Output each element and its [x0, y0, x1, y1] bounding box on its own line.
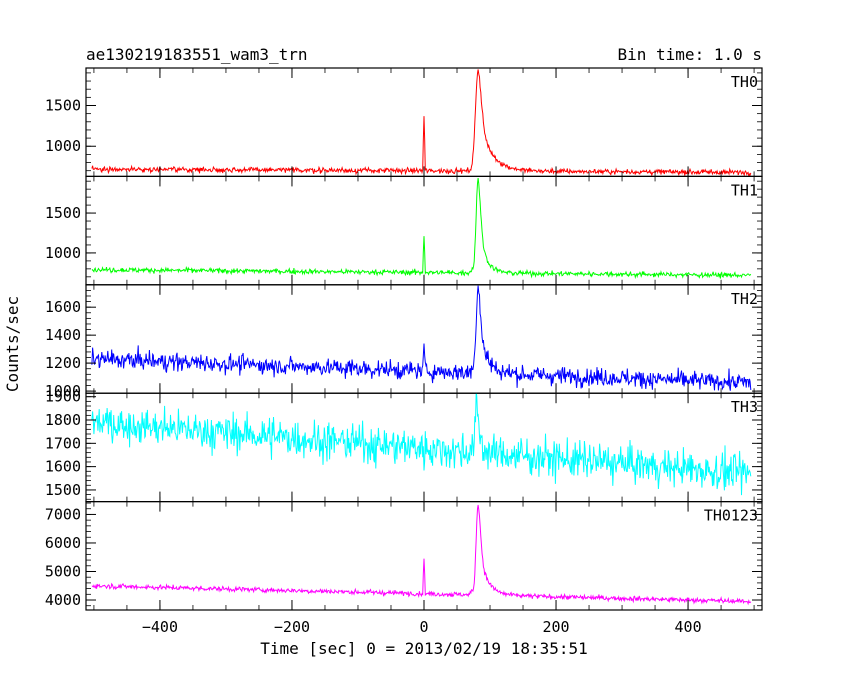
- y-tick-label: 1600: [45, 298, 81, 316]
- y-tick-label: 1400: [45, 326, 81, 344]
- y-tick-label: 1800: [45, 411, 81, 429]
- panel-th0123: 4000 5000 6000 7000 TH0123 −400 −200 0 200 400: [45, 501, 763, 636]
- y-tick-label: 1000: [45, 137, 81, 155]
- y-tick-label: 1900: [45, 388, 81, 406]
- x-tick-label: 200: [542, 618, 569, 636]
- panel-frame: [85, 392, 763, 503]
- panel-th1: 1000 1500 TH1: [45, 175, 763, 286]
- y-tick-label: 1000: [45, 244, 81, 262]
- y-axis-title: Counts/sec: [3, 296, 22, 392]
- chart-title: ae130219183551_wam3_trn: [86, 45, 308, 64]
- y-tick-label: 1700: [45, 434, 81, 452]
- x-tick-label: 0: [419, 618, 428, 636]
- series-line-th3: [91, 393, 752, 496]
- series-line-th1: [91, 177, 752, 280]
- y-tick-label: 1500: [45, 96, 81, 114]
- y-tick-label: 6000: [45, 534, 81, 552]
- x-tick-label: −200: [274, 618, 310, 636]
- y-tick-label: 5000: [45, 562, 81, 580]
- y-tick-label: 1500: [45, 204, 81, 222]
- y-tick-label: 1000: [45, 382, 81, 400]
- series-line-th0: [91, 69, 752, 177]
- panel-label: TH0123: [704, 507, 758, 525]
- x-tick-label: 400: [675, 618, 702, 636]
- panel-label: TH1: [731, 181, 758, 199]
- x-tick-label: −400: [142, 618, 178, 636]
- panels-group: 1000 1500 TH0 1000 1500 TH1 1000 1200 1400 1600 TH…: [45, 67, 763, 636]
- series-line-th0123: [91, 504, 752, 606]
- panel-frame: [85, 501, 763, 611]
- y-tick-label: 7000: [45, 505, 81, 523]
- panel-frame: [85, 175, 763, 286]
- panel-label: TH0: [731, 73, 758, 91]
- x-axis-title: Time [sec] 0 = 2013/02/19 18:35:51: [260, 639, 588, 658]
- panel-th0: 1000 1500 TH0: [45, 67, 763, 178]
- panel-label: TH2: [731, 290, 758, 308]
- y-tick-label: 1200: [45, 354, 81, 372]
- panel-th3: 1500 1600 1700 1800 1900 TH3: [45, 388, 763, 503]
- bin-time-label: Bin time: 1.0 s: [618, 45, 763, 64]
- panel-label: TH3: [731, 398, 758, 416]
- panel-th2: 1000 1200 1400 1600 TH2: [45, 284, 763, 400]
- series-line-th2: [91, 285, 752, 391]
- y-tick-label: 1600: [45, 458, 81, 476]
- y-tick-label: 4000: [45, 591, 81, 609]
- y-tick-label: 1500: [45, 481, 81, 499]
